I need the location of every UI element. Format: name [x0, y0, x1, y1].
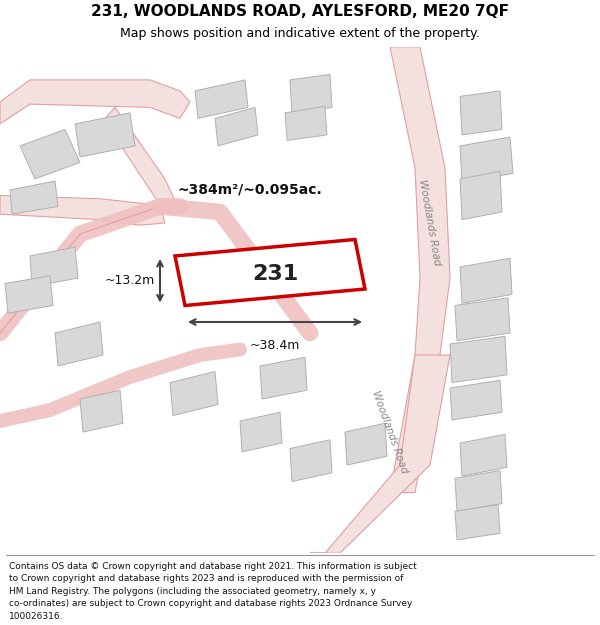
Polygon shape — [290, 74, 332, 113]
Polygon shape — [20, 129, 80, 179]
Polygon shape — [5, 276, 53, 313]
Text: 231: 231 — [252, 264, 298, 284]
Polygon shape — [240, 412, 282, 452]
Text: ~384m²/~0.095ac.: ~384m²/~0.095ac. — [178, 183, 322, 197]
Polygon shape — [455, 298, 510, 341]
Text: Contains OS data © Crown copyright and database right 2021. This information is : Contains OS data © Crown copyright and d… — [9, 562, 417, 571]
Polygon shape — [285, 106, 327, 141]
Polygon shape — [215, 107, 258, 146]
Polygon shape — [455, 505, 500, 540]
Polygon shape — [345, 423, 387, 465]
Polygon shape — [55, 322, 103, 366]
Polygon shape — [260, 357, 307, 399]
Text: Woodlands Road: Woodlands Road — [418, 179, 443, 267]
Text: ~13.2m: ~13.2m — [105, 274, 155, 288]
Polygon shape — [455, 471, 502, 511]
Text: Map shows position and indicative extent of the property.: Map shows position and indicative extent… — [120, 28, 480, 40]
Polygon shape — [460, 258, 512, 303]
Polygon shape — [30, 247, 78, 287]
Text: to Crown copyright and database rights 2023 and is reproduced with the permissio: to Crown copyright and database rights 2… — [9, 574, 403, 583]
Polygon shape — [0, 80, 190, 124]
Text: 100026316.: 100026316. — [9, 612, 64, 621]
Polygon shape — [170, 371, 218, 416]
Polygon shape — [450, 336, 507, 382]
Polygon shape — [175, 239, 365, 306]
Polygon shape — [195, 80, 248, 118]
Polygon shape — [390, 47, 450, 493]
Polygon shape — [460, 137, 513, 182]
Polygon shape — [450, 381, 502, 420]
Polygon shape — [460, 91, 502, 135]
Text: Woodlands Road: Woodlands Road — [370, 389, 410, 475]
Text: ~38.4m: ~38.4m — [250, 339, 300, 351]
Polygon shape — [460, 434, 507, 476]
Text: co-ordinates) are subject to Crown copyright and database rights 2023 Ordnance S: co-ordinates) are subject to Crown copyr… — [9, 599, 412, 609]
Polygon shape — [10, 181, 58, 214]
Polygon shape — [100, 107, 175, 212]
Polygon shape — [290, 440, 332, 482]
Polygon shape — [80, 390, 123, 432]
Polygon shape — [75, 113, 135, 157]
Polygon shape — [460, 171, 502, 219]
Text: HM Land Registry. The polygons (including the associated geometry, namely x, y: HM Land Registry. The polygons (includin… — [9, 587, 376, 596]
Text: 231, WOODLANDS ROAD, AYLESFORD, ME20 7QF: 231, WOODLANDS ROAD, AYLESFORD, ME20 7QF — [91, 4, 509, 19]
Polygon shape — [0, 196, 165, 225]
Polygon shape — [310, 355, 450, 553]
